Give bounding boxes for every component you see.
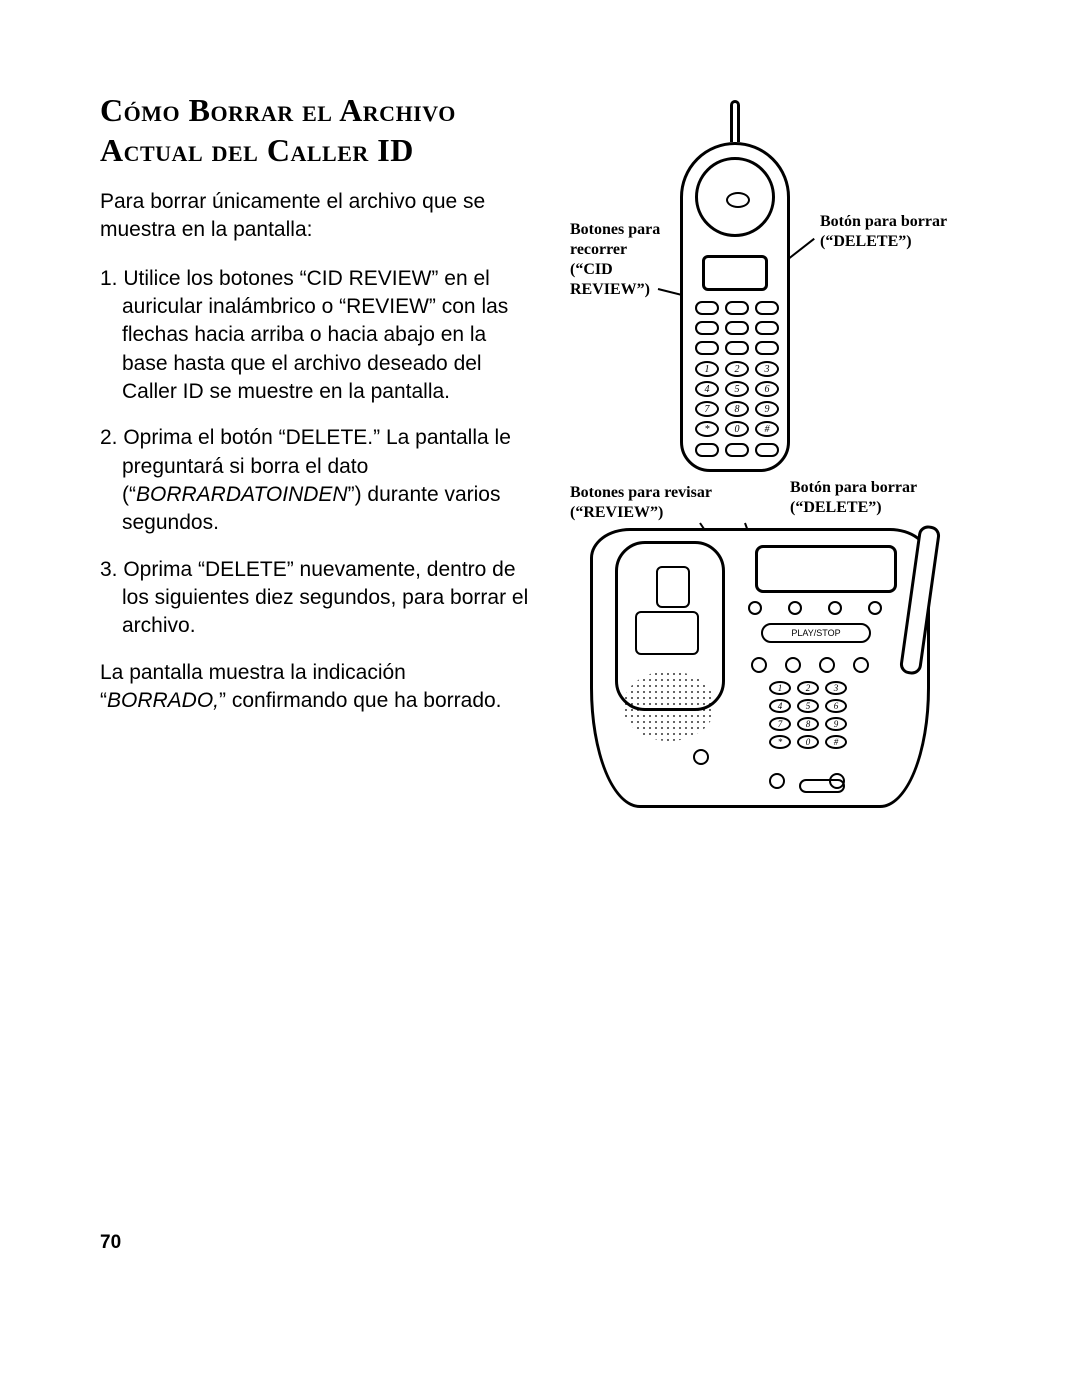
page: Cómo Borrar el Archivo Actual del Caller… <box>100 90 990 716</box>
step-1: 1. Utilice los botones “CID REVIEW” en e… <box>100 265 530 407</box>
key-5: 5 <box>797 699 819 713</box>
handset-earpiece-icon <box>695 157 775 237</box>
closing-italic: BORRADO, <box>107 689 219 712</box>
handset-keypad-row: * 0 # <box>695 421 779 437</box>
handset-button-row <box>695 443 779 457</box>
key-4: 4 <box>769 699 791 713</box>
closing-c: ” confirmando que ha borrado. <box>219 689 502 712</box>
key-8: 8 <box>797 717 819 731</box>
base-keypad: 123 456 789 * 0 # <box>769 681 847 753</box>
handset-button-row <box>695 341 779 355</box>
key-7: 7 <box>769 717 791 731</box>
key-1: 1 <box>695 361 719 377</box>
handset-keypad-row: 123 <box>695 361 779 377</box>
closing-paragraph: La pantalla muestra la indicación “BORRA… <box>100 659 530 716</box>
base-unit-illustration: PLAY/STOP 123 456 789 * 0 # <box>590 528 930 808</box>
key-7: 7 <box>695 401 719 417</box>
base-lcd <box>755 545 897 593</box>
handset-antenna-icon <box>730 100 740 142</box>
callout-base-review: Botones para revisar (“REVIEW”) <box>570 483 760 523</box>
key-1: 1 <box>769 681 791 695</box>
base-top-buttons <box>748 601 882 615</box>
intro-paragraph: Para borrar únicamente el archivo que se… <box>100 188 530 245</box>
key-0: 0 <box>725 421 749 437</box>
callout-handset-delete: Botón para borrar (“DELETE”) <box>820 212 950 252</box>
key-hash: # <box>825 735 847 749</box>
step-2-italic: BORRARDATOINDEN <box>136 483 348 506</box>
handset-button-row <box>695 321 779 335</box>
callout-handset-cid-review: Botones para recorrer (“CID REVIEW”) <box>570 220 670 300</box>
base-led-icon <box>693 749 709 765</box>
key-0: 0 <box>797 735 819 749</box>
base-playstop-button: PLAY/STOP <box>761 623 871 643</box>
page-title: Cómo Borrar el Archivo Actual del Caller… <box>100 90 530 170</box>
key-2: 2 <box>797 681 819 695</box>
handset-keypad-row: 789 <box>695 401 779 417</box>
handset-screen <box>702 255 768 291</box>
callout-base-delete: Botón para borrar (“DELETE”) <box>790 478 920 518</box>
base-antenna-icon <box>899 524 942 676</box>
steps-list: 1. Utilice los botones “CID REVIEW” en e… <box>100 265 530 641</box>
key-5: 5 <box>725 381 749 397</box>
handset-button-row <box>695 301 779 315</box>
base-tape-icon <box>635 611 699 655</box>
step-3: 3. Oprima “DELETE” nuevamente, dentro de… <box>100 556 530 641</box>
handset-illustration: 123 456 789 * 0 # <box>680 100 790 472</box>
handset-keypad-row: 456 <box>695 381 779 397</box>
key-4: 4 <box>695 381 719 397</box>
step-2: 2. Oprima el botón “DELETE.” La pantalla… <box>100 424 530 537</box>
key-6: 6 <box>755 381 779 397</box>
base-chassis: PLAY/STOP 123 456 789 * 0 # <box>590 528 930 808</box>
base-mid-buttons <box>751 657 869 673</box>
handset-body: 123 456 789 * 0 # <box>680 142 790 472</box>
key-star: * <box>695 421 719 437</box>
key-8: 8 <box>725 401 749 417</box>
key-hash: # <box>755 421 779 437</box>
key-3: 3 <box>825 681 847 695</box>
key-9: 9 <box>755 401 779 417</box>
key-9: 9 <box>825 717 847 731</box>
key-3: 3 <box>755 361 779 377</box>
page-number: 70 <box>100 1232 121 1254</box>
base-speaker-icon <box>623 671 715 741</box>
base-speaker-button <box>799 779 845 793</box>
figure-column: Botones para recorrer (“CID REVIEW”) Bot… <box>550 90 990 716</box>
key-star: * <box>769 735 791 749</box>
key-6: 6 <box>825 699 847 713</box>
text-column: Cómo Borrar el Archivo Actual del Caller… <box>100 90 530 716</box>
key-2: 2 <box>725 361 749 377</box>
